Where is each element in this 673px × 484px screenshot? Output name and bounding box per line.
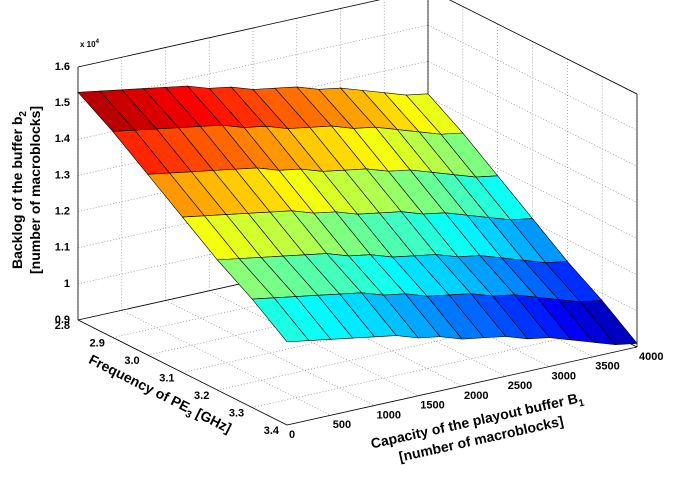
x-label-sub: 1 — [578, 398, 586, 410]
y-label: Frequency of PE3[GHz] — [85, 351, 235, 440]
y-tick-label: 3.2 — [194, 390, 209, 402]
surface — [77, 85, 638, 346]
multiplier-base: x 10 — [80, 40, 96, 49]
z-tick-label: 1.3 — [55, 169, 70, 181]
z-tick-label: 0.9 — [55, 314, 70, 326]
z-tick-label: 1.4 — [55, 133, 71, 145]
x-tick-label: 1000 — [377, 409, 401, 421]
x-tick-label: 3000 — [552, 370, 576, 382]
axis-edge — [77, 319, 288, 426]
x-tick-label: 2500 — [508, 380, 532, 392]
y-tick-label: 3.1 — [159, 372, 174, 384]
z-label-line1: Backlog of the buffer b2 — [9, 111, 29, 269]
axis-edge — [286, 346, 638, 426]
z-tick-label: 1.5 — [55, 97, 70, 109]
z-label-sub: 2 — [18, 111, 29, 117]
x-tick-label: 1500 — [420, 400, 444, 412]
x-tick-label: 0 — [289, 429, 295, 441]
axis-edge — [449, 0, 638, 95]
y-tick-label: 3.3 — [229, 407, 244, 419]
z-tick-label: 1.1 — [55, 242, 70, 254]
y-label-sub: 3 — [183, 409, 193, 422]
z-label-line2: [number of macroblocks] — [27, 106, 43, 274]
x-tick-label: 2000 — [464, 390, 488, 402]
axis-edge — [77, 0, 381, 68]
x-tick-label: 500 — [333, 419, 351, 431]
multiplier-exponent: 4 — [96, 39, 100, 45]
x-tick-label: 3500 — [595, 361, 619, 373]
z-label: Backlog of the buffer b2 [number of macr… — [9, 106, 43, 274]
grid-line — [77, 0, 381, 68]
z-label-text: Backlog of the buffer b — [9, 117, 25, 269]
z-tick-label: 1.2 — [55, 205, 70, 217]
y-tick-label: 2.8 — [55, 320, 70, 332]
x-tick-label: 4000 — [639, 351, 663, 363]
z-tick-label: 1 — [64, 278, 70, 290]
y-tick-label: 2.9 — [90, 337, 105, 349]
y-label-line: Frequency of PE3[GHz] — [85, 351, 235, 440]
grid-line — [449, 0, 638, 95]
surface-face — [251, 297, 310, 343]
y-tick-label: 3.0 — [124, 355, 139, 367]
y-tick-label: 3.4 — [264, 425, 280, 437]
z-tick-label: 1.6 — [55, 61, 70, 73]
z-multiplier: x 104 — [80, 39, 100, 49]
